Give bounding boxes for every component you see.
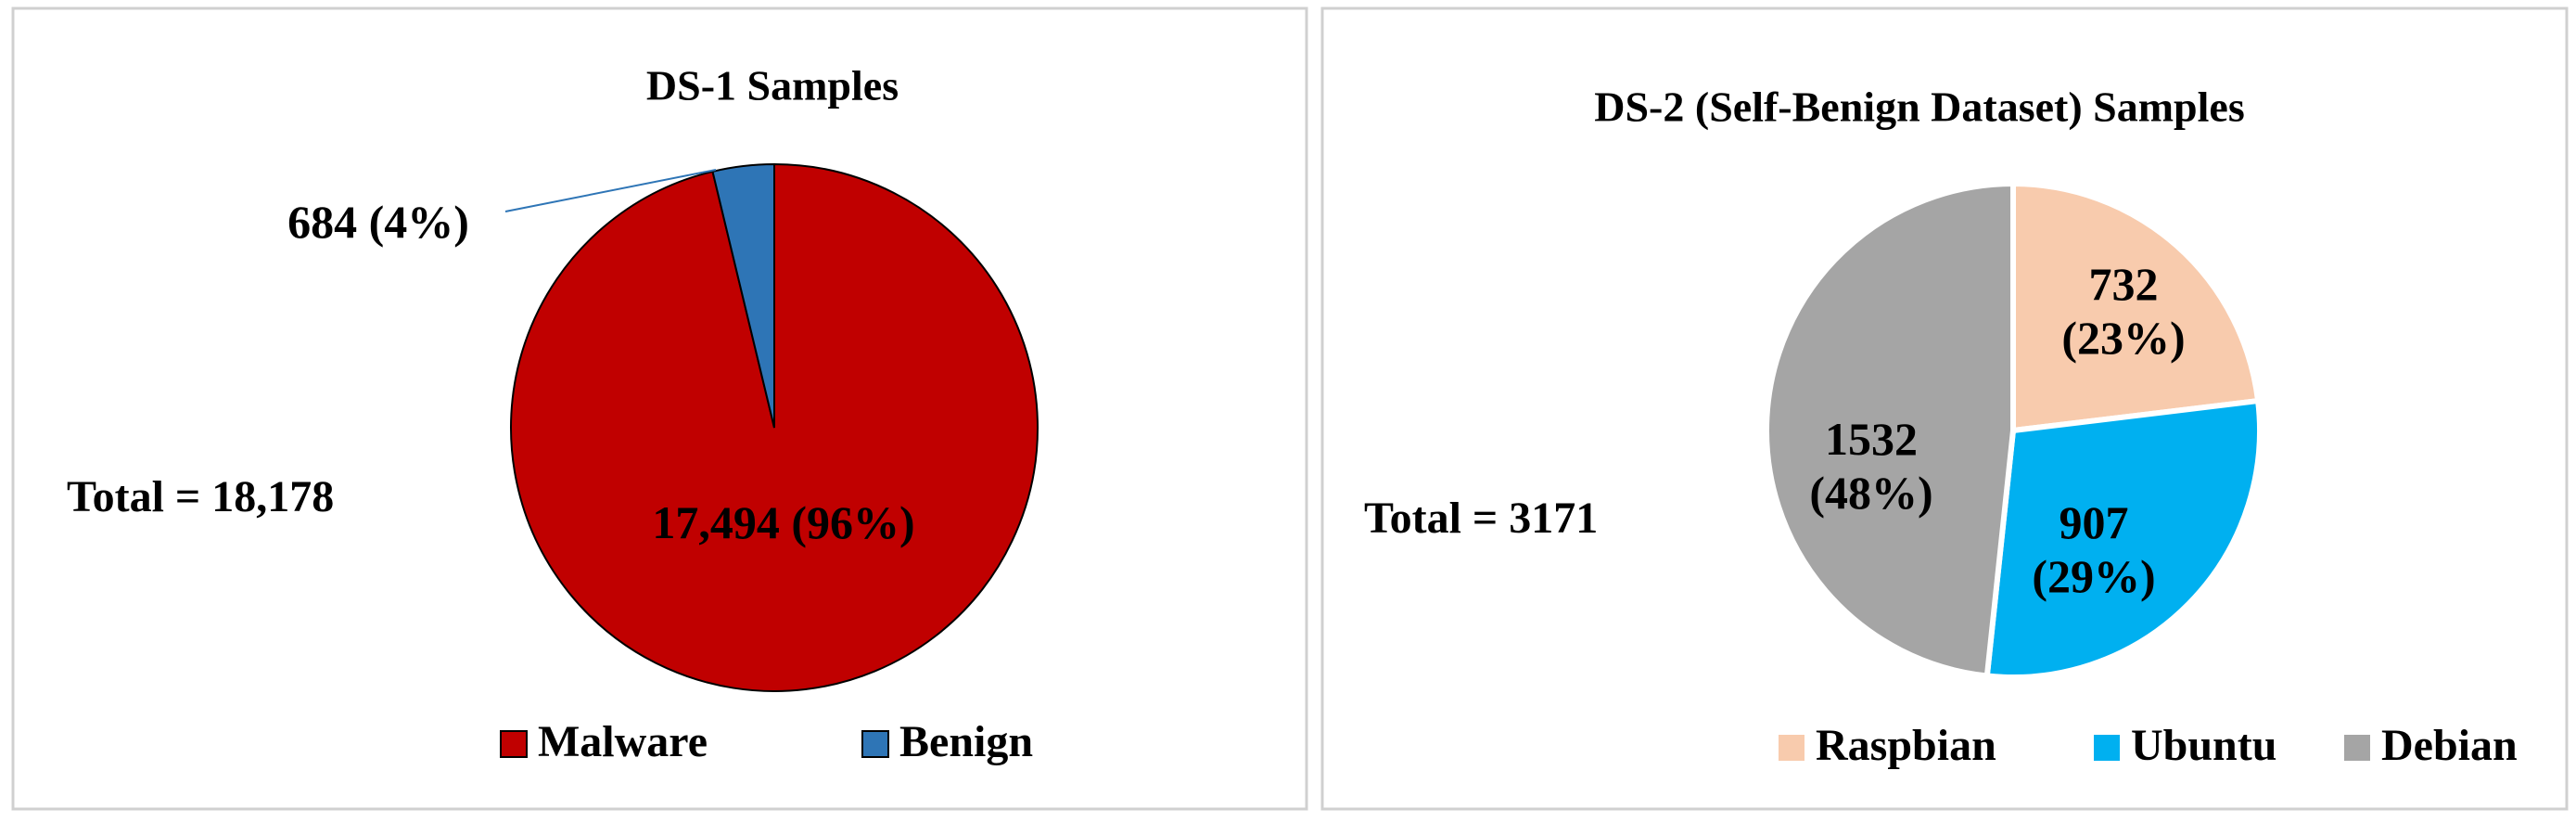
data-label: 907 (29%) (2032, 496, 2156, 602)
legend-label: Raspbian (1816, 721, 1996, 770)
legend-swatch (861, 730, 889, 758)
pie-slice (711, 162, 775, 429)
legend-label: Debian (2381, 721, 2518, 770)
data-label: 1532 (48%) (1809, 413, 1933, 519)
annotation: Total = 3171 (1364, 494, 1598, 543)
data-label: 17,494 (96%) (652, 496, 915, 548)
pie-slice (2010, 180, 2262, 434)
annotation: Total = 18,178 (67, 472, 334, 521)
pie-slice (1983, 397, 2263, 680)
data-label: 732 (23%) (2061, 258, 2186, 364)
pie-slice (1763, 180, 2016, 679)
legend-label: Benign (899, 717, 1033, 766)
chart-title: DS-2 (Self-Benign Dataset) Samples (1594, 83, 2244, 131)
legend-swatch (500, 730, 528, 758)
legend-label: Ubuntu (2131, 721, 2276, 770)
legend-label: Malware (538, 717, 708, 766)
legend-swatch (2094, 735, 2120, 761)
leader-line (504, 169, 717, 212)
legend-swatch (1779, 735, 1804, 761)
legend-swatch (2344, 735, 2370, 761)
chart-title: DS-1 Samples (646, 62, 899, 109)
data-label: 684 (4%) (287, 196, 469, 248)
